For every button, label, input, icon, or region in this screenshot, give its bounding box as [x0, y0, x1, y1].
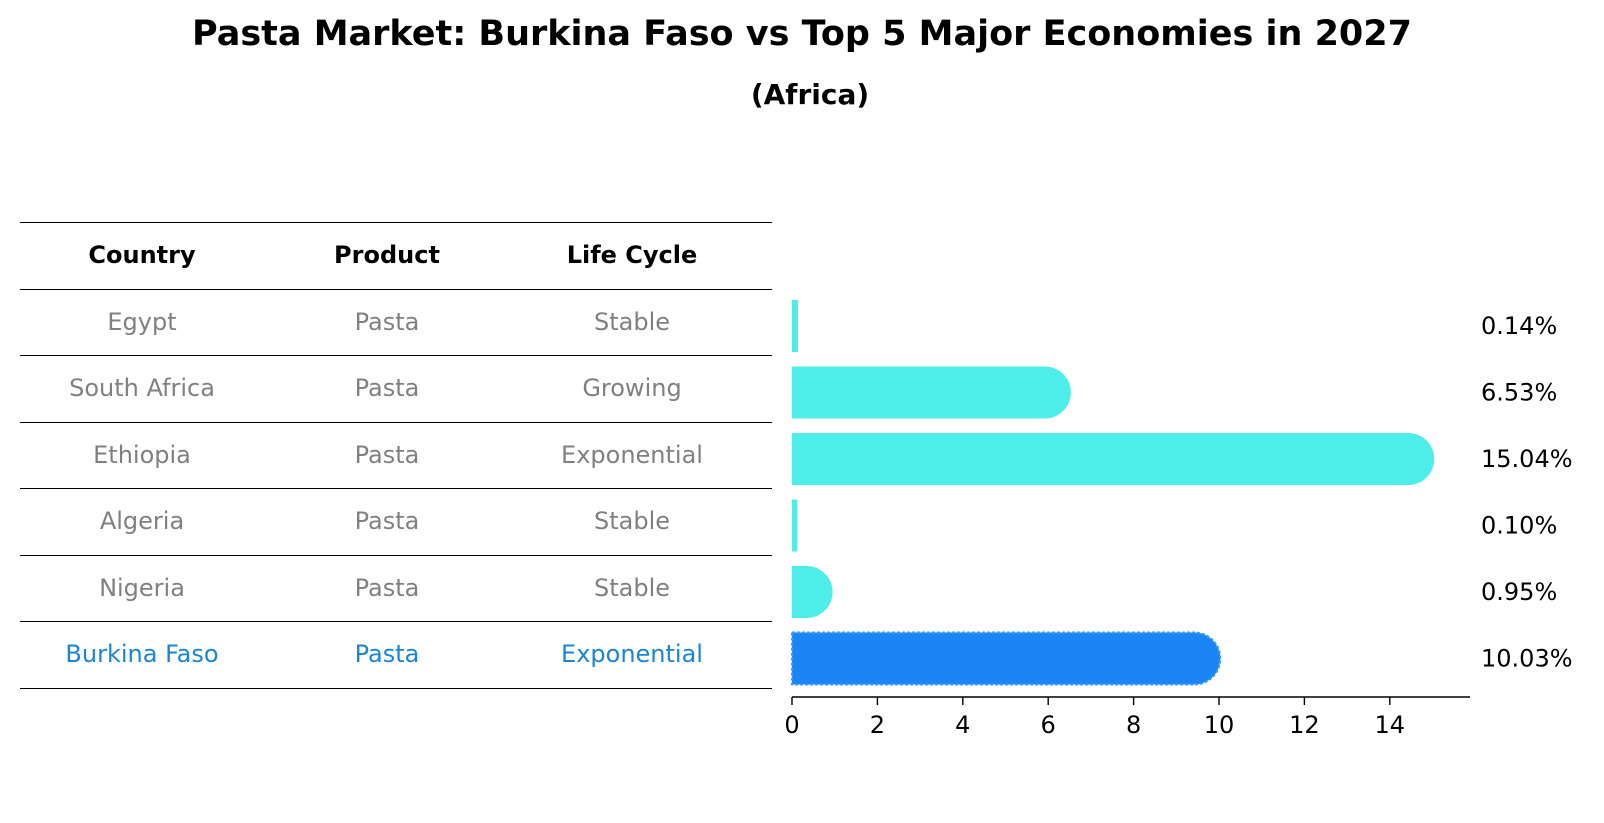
bar-value-label: 15.04% [1481, 445, 1573, 473]
x-tick-label: 0 [784, 711, 799, 739]
table-cell: Pasta [354, 640, 420, 668]
bar-value-label: 0.10% [1481, 512, 1557, 540]
x-tick-label: 10 [1204, 711, 1235, 739]
table-cell: Pasta [354, 507, 420, 535]
table-cell: Stable [593, 573, 671, 602]
table-cell: Exponential [561, 640, 703, 668]
table-cell: Nigeria [99, 573, 185, 602]
bar-value-label: 6.53% [1481, 379, 1557, 407]
table-cell: Growing [582, 374, 682, 402]
table-header-cell: Life Cycle [566, 241, 698, 269]
bar [792, 300, 798, 352]
table-header-cell: Country [88, 241, 196, 269]
table-cell: Egypt [107, 307, 177, 336]
x-tick-label: 4 [955, 711, 970, 739]
table-cell: Pasta [354, 573, 420, 602]
table-rule [20, 355, 772, 356]
chart-title: Pasta Market: Burkina Faso vs Top 5 Majo… [192, 14, 1412, 54]
bar [792, 433, 1435, 485]
table-cell: Exponential [561, 440, 703, 469]
table-cell: Pasta [354, 307, 420, 336]
table-header-cell: Product [334, 241, 440, 269]
table-rule [20, 687, 772, 689]
chart-subtitle: (Africa) [750, 78, 870, 111]
bar-value-label: 10.03% [1481, 645, 1573, 673]
table-rule [20, 621, 772, 622]
table-rule [20, 288, 772, 290]
table-rule [20, 421, 772, 423]
table-cell: Ethiopia [93, 440, 191, 469]
table-cell: Pasta [354, 440, 420, 469]
x-tick-label: 12 [1289, 711, 1320, 739]
x-tick-label: 2 [870, 711, 885, 739]
x-tick-label: 8 [1126, 711, 1141, 739]
table-rule [20, 222, 772, 223]
table-rule [20, 488, 772, 489]
bar [792, 366, 1071, 419]
table-cell: Stable [593, 307, 671, 336]
x-tick-label: 14 [1375, 711, 1406, 739]
bar-value-label: 0.95% [1481, 578, 1557, 606]
x-tick-label: 6 [1041, 711, 1056, 739]
table-cell: Stable [593, 507, 671, 535]
bar [792, 566, 833, 618]
bar [792, 499, 797, 552]
table-rule [20, 554, 772, 556]
table-cell: Burkina Faso [65, 640, 219, 668]
bar-value-label: 0.14% [1481, 312, 1557, 340]
table-cell: Pasta [354, 374, 420, 402]
bar [791, 631, 1222, 686]
table-cell: Algeria [99, 507, 185, 535]
table-cell: South Africa [69, 374, 215, 402]
